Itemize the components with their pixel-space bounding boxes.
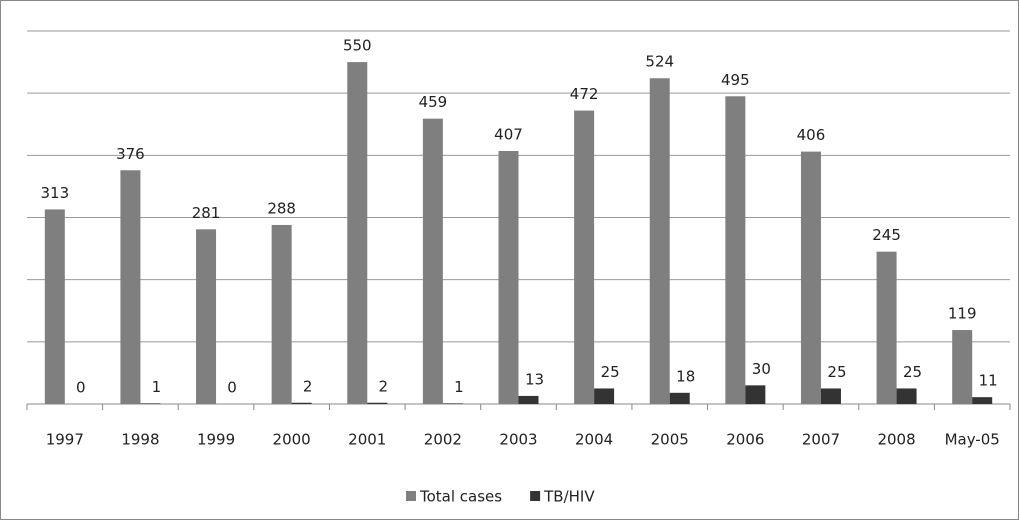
bar: [367, 402, 388, 404]
data-label: 0: [227, 379, 237, 397]
bar: [669, 392, 690, 404]
data-label: 18: [676, 367, 695, 385]
data-label: 245: [872, 226, 901, 244]
data-label: 11: [979, 372, 998, 390]
bar: [745, 385, 766, 404]
bar: [44, 209, 65, 404]
bar: [271, 224, 292, 404]
data-label: 30: [752, 360, 771, 378]
legend-label: Total cases: [419, 488, 502, 506]
data-label: 25: [903, 363, 922, 381]
x-tick-label: 2005: [651, 431, 689, 449]
data-label: 550: [343, 37, 372, 55]
x-tick-label: May-05: [945, 431, 1000, 449]
bar: [498, 150, 519, 404]
bar: [800, 151, 821, 404]
data-label: 1: [454, 378, 464, 396]
bar: [594, 388, 615, 404]
data-label: 1: [152, 378, 162, 396]
bar: [574, 110, 595, 404]
bar: [291, 402, 312, 404]
data-label: 524: [645, 53, 674, 71]
bar: [972, 397, 993, 404]
bar: [518, 395, 539, 404]
bar: [725, 96, 746, 405]
bar: [952, 330, 973, 404]
data-label: 2: [303, 377, 313, 395]
bar: [196, 229, 217, 404]
data-label: 281: [192, 204, 221, 222]
data-label: 495: [721, 71, 750, 89]
x-tick-label: 2007: [802, 431, 840, 449]
x-tick-label: 2006: [726, 431, 764, 449]
x-tick-label: 1999: [197, 431, 235, 449]
data-label: 376: [116, 145, 145, 163]
x-tick-label: 2002: [424, 431, 462, 449]
x-tick-label: 2000: [273, 431, 311, 449]
x-tick-label: 2001: [348, 431, 386, 449]
bar: [442, 403, 463, 404]
x-tick-label: 2004: [575, 431, 613, 449]
bar: [876, 251, 897, 404]
data-label: 459: [419, 93, 448, 111]
x-tick-label: 2008: [877, 431, 915, 449]
data-label: 313: [40, 184, 69, 202]
legend-label: TB/HIV: [543, 488, 595, 506]
data-label: 119: [948, 305, 977, 323]
legend-swatch: [530, 491, 541, 501]
data-label: 407: [494, 125, 523, 143]
bar: [422, 118, 443, 404]
data-label: 288: [267, 199, 296, 217]
x-tick-label: 2003: [499, 431, 537, 449]
legend-swatch: [406, 491, 416, 501]
bar: [820, 388, 841, 404]
bar: [347, 62, 368, 404]
data-label: 406: [797, 126, 826, 144]
bar: [896, 388, 917, 404]
x-tick-label: 1997: [46, 431, 84, 449]
bar: [120, 170, 141, 404]
bar: [140, 403, 161, 404]
data-label: 0: [76, 379, 86, 397]
bar: [649, 78, 670, 404]
data-label: 2: [378, 377, 388, 395]
x-tick-label: 1998: [121, 431, 159, 449]
data-label: 13: [525, 370, 544, 388]
data-label: 25: [601, 363, 620, 381]
data-label: 472: [570, 85, 599, 103]
data-label: 25: [827, 363, 846, 381]
